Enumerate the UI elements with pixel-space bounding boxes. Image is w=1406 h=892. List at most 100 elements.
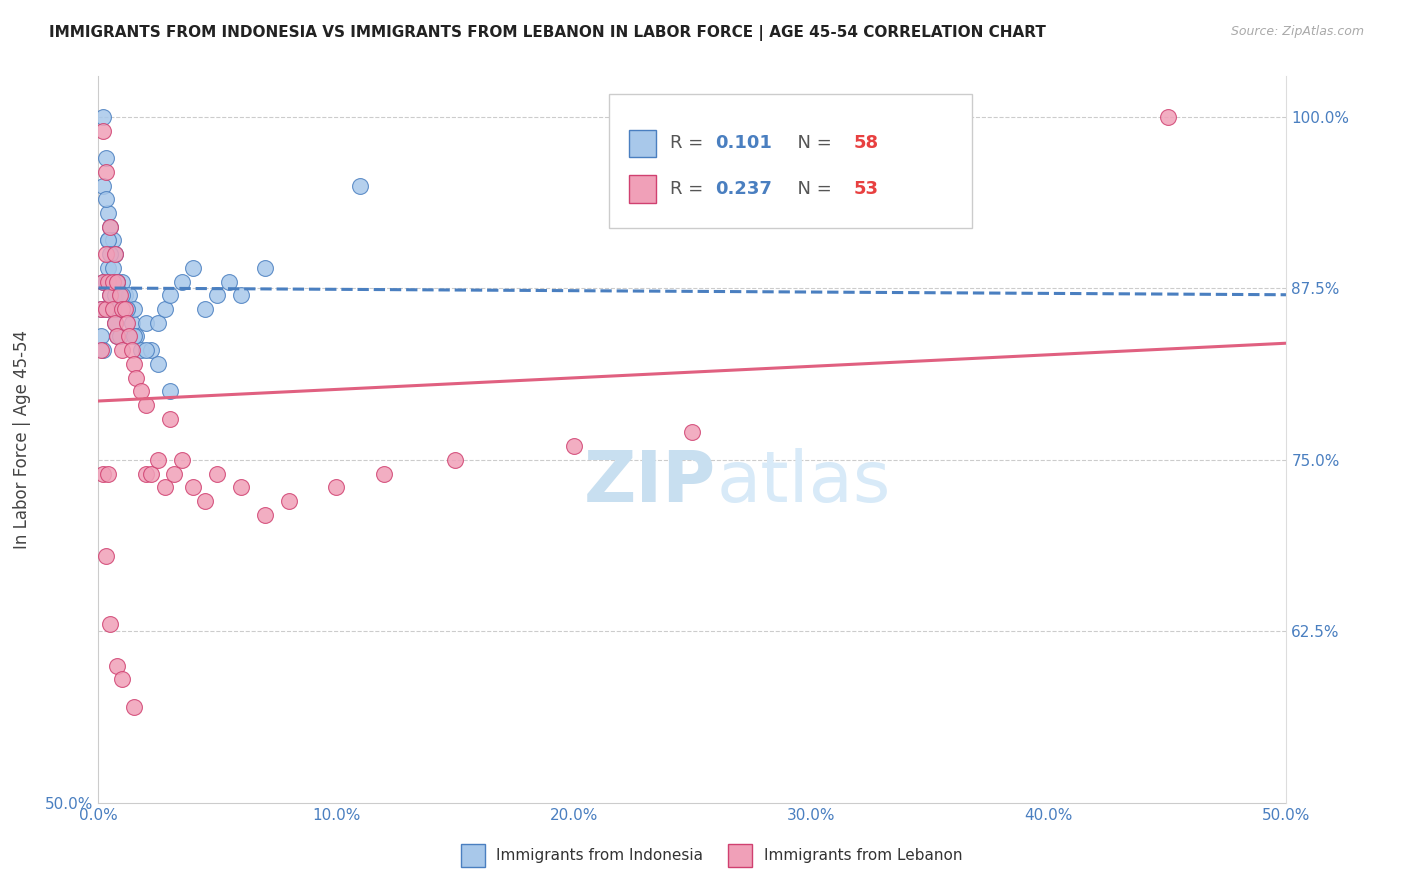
Point <box>111 301 134 316</box>
Bar <box>630 129 655 157</box>
Point <box>111 275 134 289</box>
Text: 0.101: 0.101 <box>716 135 772 153</box>
Point <box>229 288 252 302</box>
Point <box>98 247 121 261</box>
Y-axis label: In Labor Force | Age 45-54: In Labor Force | Age 45-54 <box>13 330 31 549</box>
Point <box>122 329 145 343</box>
Point <box>91 178 114 193</box>
Point <box>107 275 129 289</box>
Text: Immigrants from Lebanon: Immigrants from Lebanon <box>763 847 962 863</box>
Point <box>681 425 703 440</box>
Point <box>101 301 124 316</box>
Point <box>94 247 117 261</box>
Point <box>90 301 112 316</box>
Point <box>107 301 129 316</box>
Point <box>104 316 127 330</box>
Point <box>115 301 138 316</box>
Point <box>111 288 134 302</box>
Point <box>153 480 176 494</box>
Point <box>121 343 143 358</box>
Point <box>122 699 145 714</box>
Point <box>104 247 127 261</box>
Bar <box>461 844 485 867</box>
Point <box>146 357 169 371</box>
Point <box>139 343 162 358</box>
Point <box>107 275 129 289</box>
Text: R =: R = <box>669 180 709 198</box>
Point <box>129 384 152 399</box>
Point <box>97 206 120 220</box>
Point <box>159 288 181 302</box>
Point <box>218 275 240 289</box>
Point <box>125 329 148 343</box>
Point <box>94 549 117 563</box>
Point <box>325 480 347 494</box>
Point <box>129 343 152 358</box>
Point <box>94 301 117 316</box>
Point <box>101 301 124 316</box>
Point <box>122 357 145 371</box>
Point <box>146 316 169 330</box>
Text: ZIP: ZIP <box>583 449 716 517</box>
Point <box>194 494 217 508</box>
Bar <box>728 844 752 867</box>
Point <box>207 288 229 302</box>
Point <box>118 329 141 343</box>
Point <box>1156 110 1178 124</box>
Point <box>115 301 138 316</box>
Point <box>229 480 252 494</box>
Point <box>97 234 120 248</box>
Point <box>122 301 145 316</box>
Point <box>94 151 117 165</box>
Point <box>114 301 136 316</box>
Point <box>97 260 120 275</box>
Point <box>183 480 205 494</box>
Text: atlas: atlas <box>716 449 890 517</box>
FancyBboxPatch shape <box>609 94 972 228</box>
Point <box>98 617 121 632</box>
Point <box>104 316 127 330</box>
Point <box>277 494 299 508</box>
Point <box>253 508 276 522</box>
Point <box>135 467 157 481</box>
Point <box>139 467 162 481</box>
Point <box>114 288 136 302</box>
Point <box>562 439 585 453</box>
Point <box>153 301 176 316</box>
Point <box>135 316 157 330</box>
Point <box>107 329 129 343</box>
Point <box>115 316 138 330</box>
Point <box>159 384 181 399</box>
Point <box>107 329 129 343</box>
Point <box>91 275 114 289</box>
Point <box>98 275 121 289</box>
Text: 0.237: 0.237 <box>716 180 772 198</box>
Point <box>135 398 157 412</box>
Point <box>91 343 114 358</box>
Point <box>94 275 117 289</box>
Point <box>90 329 112 343</box>
Point <box>97 275 120 289</box>
Point <box>349 178 371 193</box>
Point <box>101 234 124 248</box>
Point <box>101 260 124 275</box>
Point <box>98 288 121 302</box>
Text: 53: 53 <box>853 180 879 198</box>
Point <box>444 453 467 467</box>
Text: IMMIGRANTS FROM INDONESIA VS IMMIGRANTS FROM LEBANON IN LABOR FORCE | AGE 45-54 : IMMIGRANTS FROM INDONESIA VS IMMIGRANTS … <box>49 25 1046 41</box>
Point <box>94 165 117 179</box>
Point <box>98 219 121 234</box>
Text: Immigrants from Indonesia: Immigrants from Indonesia <box>496 847 703 863</box>
Text: N =: N = <box>786 180 838 198</box>
Point <box>94 192 117 206</box>
Point <box>194 301 217 316</box>
Point <box>111 673 134 687</box>
Point <box>373 467 395 481</box>
Point <box>253 260 276 275</box>
Point <box>107 275 129 289</box>
Point <box>146 453 169 467</box>
Point <box>91 275 114 289</box>
Point <box>91 124 114 138</box>
Point <box>101 275 124 289</box>
Point <box>107 658 129 673</box>
